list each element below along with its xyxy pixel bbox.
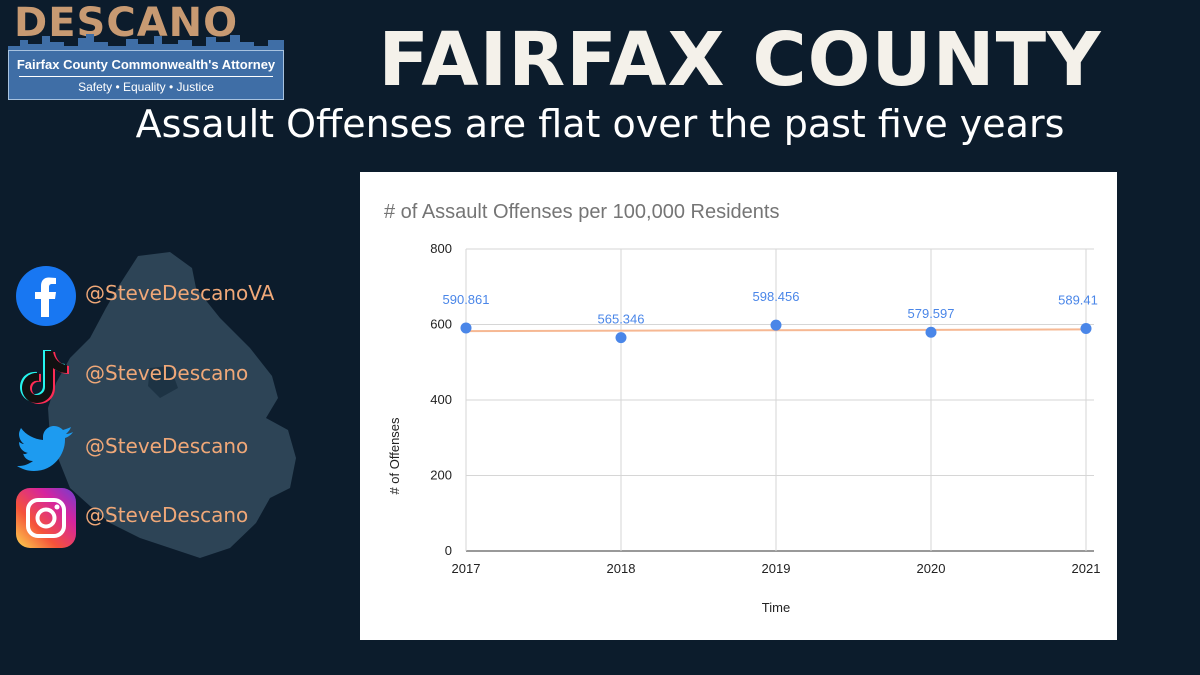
y-axis-title: # of Offenses (387, 417, 402, 495)
data-point (615, 332, 627, 344)
x-tick-label: 2019 (762, 561, 791, 576)
x-tick-label: 2018 (607, 561, 636, 576)
x-tick-label: 2017 (452, 561, 481, 576)
chart-points (460, 319, 1092, 344)
y-tick-label: 200 (430, 468, 452, 483)
instagram-handle[interactable]: @SteveDescano (85, 503, 249, 527)
tiktok-icon[interactable] (15, 345, 77, 407)
twitter-icon[interactable] (15, 418, 77, 480)
instagram-icon[interactable] (15, 487, 77, 549)
twitter-handle[interactable]: @SteveDescano (85, 434, 249, 458)
data-label: 579.597 (908, 306, 955, 321)
social-row-instagram[interactable]: @SteveDescano (15, 487, 335, 549)
social-row-facebook[interactable]: @SteveDescanoVA (15, 265, 335, 327)
y-tick-label: 600 (430, 317, 452, 332)
logo-office: Fairfax County Commonwealth's Attorney (16, 57, 276, 72)
data-label: 589.41 (1058, 292, 1098, 307)
data-label: 565.346 (598, 312, 645, 327)
data-point (460, 322, 472, 334)
logo-tagline: Safety • Equality • Justice (78, 80, 214, 94)
facebook-icon[interactable] (15, 265, 77, 327)
y-tick-label: 0 (445, 543, 452, 558)
page-subheadline: Assault Offenses are flat over the past … (135, 102, 1065, 146)
data-label: 590.861 (443, 292, 490, 307)
page-headline: FAIRFAX COUNTY (378, 17, 1102, 103)
chart-data-labels: 590.861 565.346 598.456 579.597 589.41 (443, 289, 1098, 326)
logo-wordmark: DESCANO (14, 0, 239, 46)
assault-offenses-chart: # of Assault Offenses per 100,000 Reside… (384, 201, 1100, 615)
county-map-silhouette (48, 252, 296, 558)
chart-panel: # of Assault Offenses per 100,000 Reside… (360, 172, 1117, 640)
y-tick-label: 400 (430, 392, 452, 407)
y-tick-label: 800 (430, 241, 452, 256)
tiktok-handle[interactable]: @SteveDescano (85, 361, 249, 385)
logo-banner: Fairfax County Commonwealth's Attorney S… (8, 50, 284, 100)
facebook-handle[interactable]: @SteveDescanoVA (85, 281, 275, 305)
x-axis-title: Time (762, 600, 790, 615)
social-row-twitter[interactable]: @SteveDescano (15, 418, 335, 480)
chart-tick-labels: 0 200 400 600 800 2017 2018 2019 2020 2021 (430, 241, 1100, 576)
social-row-tiktok[interactable]: @SteveDescano (15, 345, 335, 407)
skyline-graphic (8, 34, 284, 54)
x-tick-label: 2020 (917, 561, 946, 576)
data-label: 598.456 (753, 289, 800, 304)
descano-logo: DESCANO Fairfax County Commonwealth's At… (8, 0, 284, 100)
data-point (1080, 322, 1092, 334)
data-point (770, 319, 782, 331)
x-tick-label: 2021 (1072, 561, 1101, 576)
logo-divider (19, 76, 273, 77)
data-point (925, 326, 937, 338)
chart-title: # of Assault Offenses per 100,000 Reside… (384, 201, 779, 223)
